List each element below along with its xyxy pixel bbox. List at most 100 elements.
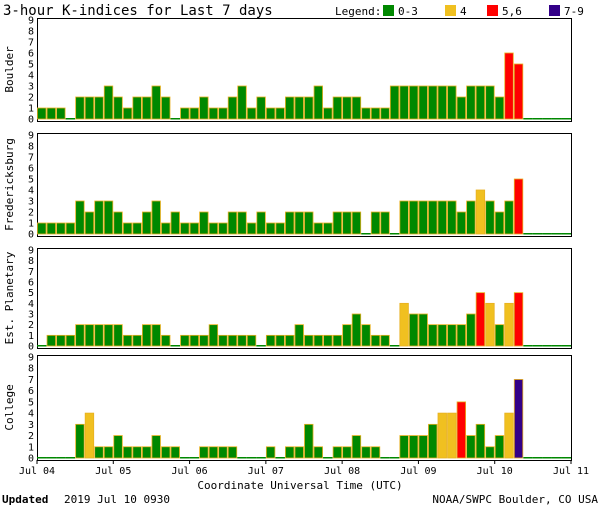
k-bar: [122, 222, 133, 235]
k-bar: [75, 200, 85, 235]
k-bar: [208, 107, 219, 120]
k-bar: [466, 313, 476, 347]
k-bar: [122, 107, 133, 120]
k-bar: [161, 334, 171, 347]
legend-swatch: [549, 5, 560, 16]
k-bar: [370, 446, 381, 459]
y-tick-label: 1: [28, 219, 34, 230]
k-bar: [246, 222, 257, 235]
k-bar: [46, 107, 56, 120]
k-bar: [151, 85, 161, 120]
k-bar: [447, 200, 457, 235]
y-tick-label: 4: [28, 299, 34, 310]
k-bar: [103, 200, 114, 235]
k-bar: [370, 107, 381, 120]
k-bar: [389, 85, 400, 120]
k-bar: [399, 85, 409, 120]
k-bar: [351, 435, 362, 459]
y-tick-label: 9: [28, 353, 34, 364]
k-bar: [504, 302, 514, 347]
k-bar: [380, 334, 390, 347]
k-bar: [408, 313, 419, 347]
k-bar: [189, 457, 200, 459]
k-bar: [294, 96, 304, 120]
k-bar: [428, 85, 438, 120]
k-bar: [256, 457, 266, 459]
k-bar: [75, 423, 85, 459]
x-tick-label: Jul 06: [172, 466, 208, 477]
k-bar: [161, 446, 171, 459]
k-bar: [256, 211, 266, 235]
k-bar: [447, 85, 457, 120]
k-bar: [532, 233, 543, 235]
k-bar: [389, 233, 400, 235]
k-bar: [199, 211, 209, 235]
k-bar: [46, 222, 56, 235]
y-tick-label: 9: [28, 131, 34, 142]
k-bar: [332, 96, 343, 120]
k-bar: [456, 324, 467, 347]
k-bar: [408, 435, 419, 459]
k-bar: [332, 211, 343, 235]
k-bar: [199, 446, 209, 459]
legend-swatch: [383, 5, 394, 16]
k-bar: [399, 302, 409, 347]
x-tick-label: Jul 04: [19, 466, 55, 477]
x-axis-ticks: Jul 04 Jul 05 Jul 06 Jul 07 Jul 08 Jul 09 Jul …: [19, 460, 589, 477]
k-bar: [437, 85, 447, 120]
panel-name: Boulder: [3, 46, 16, 93]
k-bar: [37, 345, 47, 347]
updated-label: Updated: [2, 493, 48, 506]
k-bar: [141, 446, 152, 459]
k-bar: [475, 85, 486, 120]
k-bar: [475, 423, 486, 459]
k-bar: [561, 233, 571, 235]
k-bar: [237, 457, 247, 459]
k-bar: [428, 324, 438, 347]
k-bar: [342, 446, 352, 459]
k-bar: [218, 334, 228, 347]
k-bar: [342, 211, 352, 235]
k-bar: [485, 200, 495, 235]
x-tick-label: Jul 09: [400, 466, 436, 477]
k-bar: [313, 446, 323, 459]
k-bar: [237, 211, 247, 235]
k-bar: [523, 118, 533, 120]
legend-swatch: [487, 5, 498, 16]
k-bar: [180, 222, 190, 235]
k-bar: [447, 412, 457, 459]
k-bar: [542, 457, 552, 459]
k-bar: [94, 96, 104, 120]
y-tick-label: 4: [28, 186, 34, 197]
y-tick-label: 7: [28, 267, 34, 278]
y-tick-label: 8: [28, 364, 34, 375]
k-bar: [532, 345, 543, 347]
k-bar: [170, 345, 181, 347]
k-bar: [323, 334, 333, 347]
k-bar: [46, 457, 57, 459]
k-bar: [227, 334, 238, 347]
k-bar: [361, 324, 371, 347]
x-tick-label: Jul 10: [477, 466, 513, 477]
k-bar: [437, 200, 447, 235]
k-bar: [170, 118, 181, 120]
k-bar: [84, 211, 95, 235]
k-bar: [399, 200, 409, 235]
k-bar: [513, 379, 524, 459]
y-tick-label: 9: [28, 246, 34, 257]
y-tick-label: 2: [28, 320, 34, 331]
updated-time: 2019 Jul 10 0930: [64, 493, 170, 506]
y-tick-label: 5: [28, 60, 34, 71]
k-bar: [313, 85, 323, 120]
k-bar: [504, 200, 514, 235]
legend-entry-label: 0-3: [398, 5, 418, 18]
x-tick-label: Jul 05: [95, 466, 131, 477]
k-bar: [361, 446, 371, 459]
y-tick-label: 5: [28, 175, 34, 186]
k-bar: [418, 313, 428, 347]
y-tick-label: 1: [28, 104, 34, 115]
k-bar: [513, 178, 524, 235]
k-bar: [246, 334, 257, 347]
